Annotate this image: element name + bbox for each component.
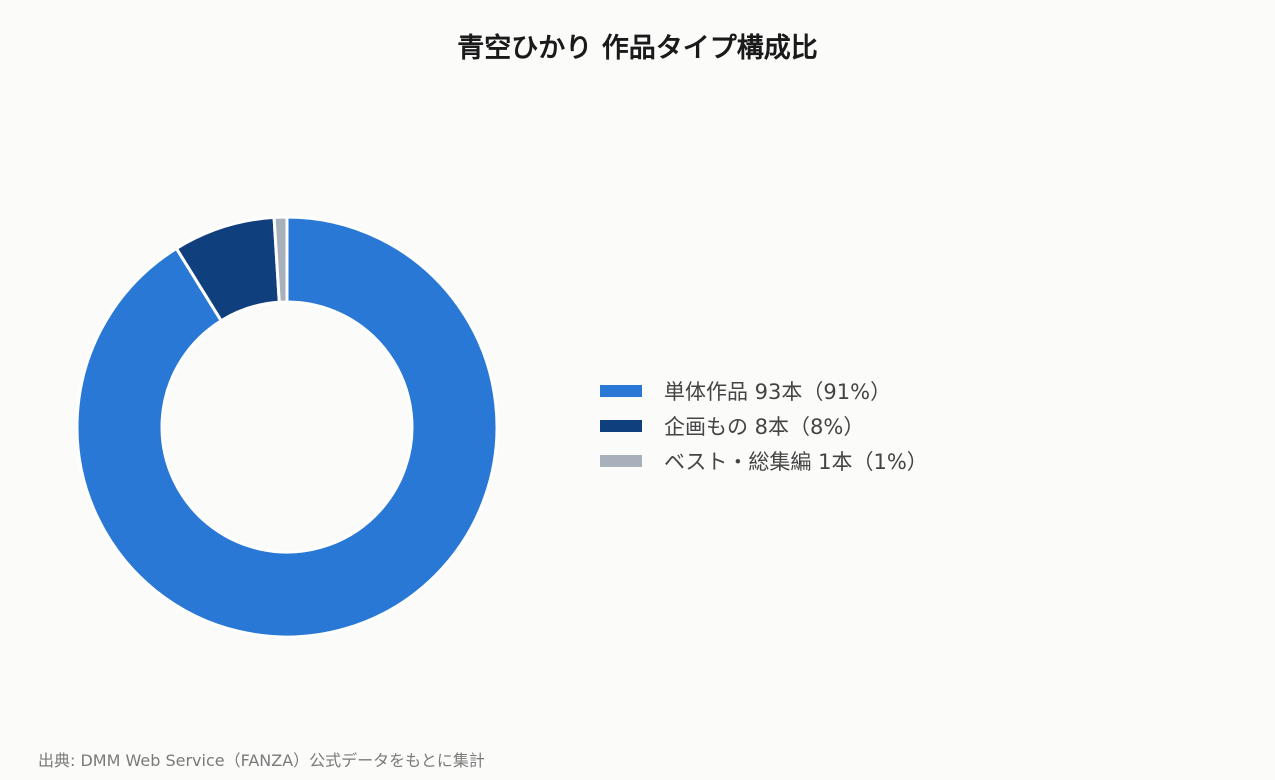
donut-chart: [75, 215, 499, 639]
legend-swatch-best: [600, 454, 642, 467]
legend-item-planning: 企画もの 8本（8%）: [600, 408, 928, 443]
legend-label-planning: 企画もの 8本（8%）: [664, 414, 865, 439]
legend-item-single: 単体作品 93本（91%）: [600, 373, 928, 408]
legend-item-best: ベスト・総集編 1本（1%）: [600, 443, 928, 478]
donut-slice-single: [75, 215, 499, 639]
chart-legend: 単体作品 93本（91%） 企画もの 8本（8%） ベスト・総集編 1本（1%）: [600, 373, 928, 478]
legend-swatch-single: [600, 384, 642, 397]
source-note: 出典: DMM Web Service（FANZA）公式データをもとに集計: [38, 751, 485, 770]
legend-label-single: 単体作品 93本（91%）: [664, 379, 892, 404]
donut-slice-best: [272, 215, 289, 304]
legend-label-best: ベスト・総集編 1本（1%）: [664, 449, 928, 474]
chart-title: 青空ひかり 作品タイプ構成比: [457, 33, 818, 64]
legend-swatch-planning: [600, 419, 642, 432]
